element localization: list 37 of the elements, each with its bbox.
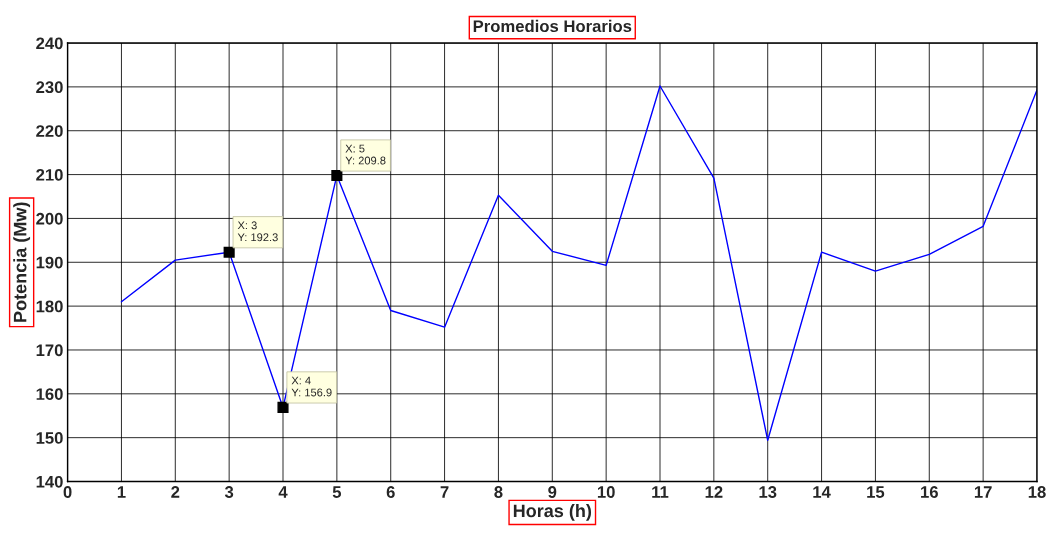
x-tick-label: 14 (813, 486, 831, 498)
x-tick-label: 3 (224, 486, 234, 498)
x-tick-label: 4 (278, 486, 288, 498)
y-tick-label: 230 (36, 81, 63, 94)
y-tick-label: 180 (36, 300, 63, 313)
x-tick-label: 12 (705, 486, 723, 498)
x-tick-label: 1 (117, 486, 126, 498)
x-tick-label: 7 (440, 486, 449, 498)
line-series (120, 85, 1037, 441)
x-tick-label: 8 (494, 486, 503, 498)
x-tick-label: 2 (171, 486, 180, 498)
annotation: X: 3 Y: 192.3 (237, 221, 278, 242)
annotation: X: 5 Y: 209.8 (345, 144, 386, 165)
x-tick-label: 17 (974, 486, 992, 498)
x-axis-title: Horas (h) (513, 503, 592, 521)
x-tick-label: 5 (332, 486, 342, 498)
x-tick-label: 15 (867, 486, 885, 498)
x-tick-label: 0 (63, 486, 72, 498)
y-tick-label: 160 (36, 388, 63, 401)
y-axis-title: Potencia (Mw) (13, 202, 31, 322)
y-tick-label: 220 (36, 125, 63, 137)
x-tick-label: 6 (386, 486, 395, 498)
y-tick-label: 190 (36, 256, 63, 269)
y-tick-label: 240 (36, 37, 63, 50)
y-tick-label: 140 (36, 475, 63, 488)
x-tick-label: 10 (597, 486, 615, 498)
y-tick-label: 170 (36, 344, 63, 357)
x-tick-label: 13 (759, 486, 777, 498)
y-tick-label: 200 (36, 212, 63, 225)
annotation: X: 4 Y: 156.9 (291, 376, 332, 397)
y-tick-label: 150 (36, 432, 63, 444)
x-tick-label: 9 (548, 486, 557, 498)
x-tick-label: 18 (1028, 486, 1046, 498)
y-tick-label: 210 (36, 168, 63, 181)
x-tick-label: 16 (921, 486, 938, 498)
chart-title: Promedios Horarios (473, 19, 632, 33)
x-tick-label: 11 (652, 486, 669, 498)
